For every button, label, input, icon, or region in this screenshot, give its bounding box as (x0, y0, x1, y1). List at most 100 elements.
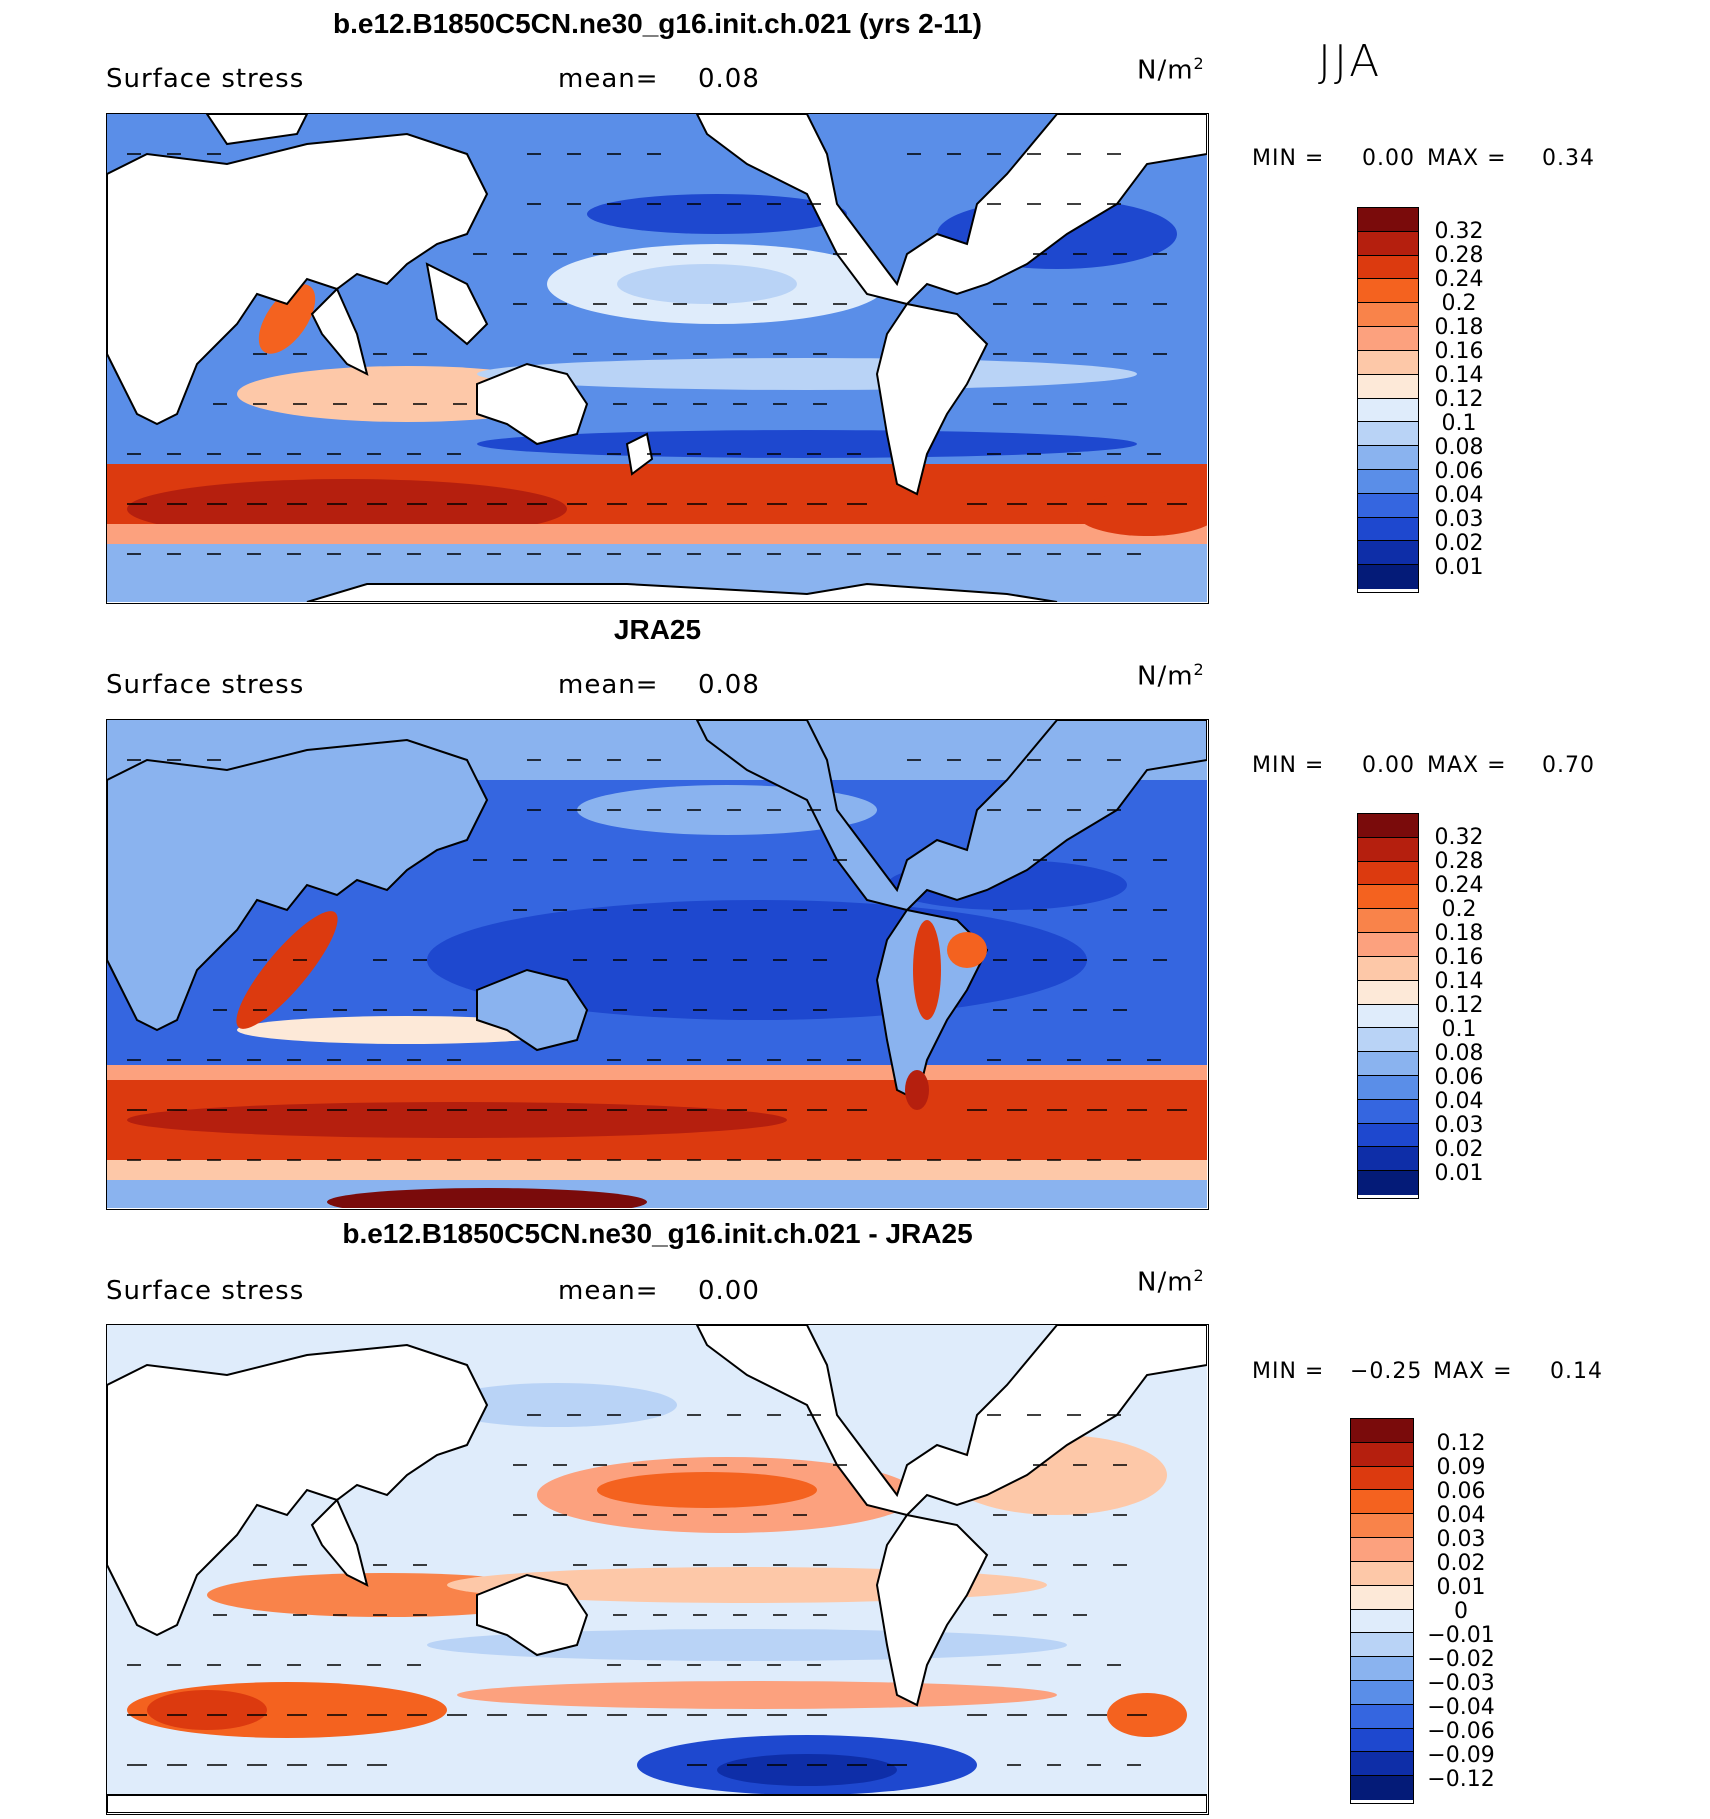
colorbar-swatch (1358, 422, 1418, 447)
colorbar-tick-label: 0.18 (1434, 315, 1484, 340)
colorbar-tick-label: 0.03 (1434, 507, 1484, 532)
panel-3-colorbar-ticks: 0.12 0.09 0.06 0.04 0.03 0.02 0.01 0 −0.01 −0.02−… (1420, 1432, 1502, 1792)
colorbar-swatch (1358, 493, 1418, 518)
colorbar-swatch (1358, 1123, 1418, 1148)
colorbar-swatch (1351, 1514, 1413, 1539)
panel-2-min-label: MIN = (1252, 753, 1325, 778)
colorbar-swatch (1358, 861, 1418, 886)
colorbar-tick-label: 0.1 (1441, 411, 1477, 436)
colorbar-tick-label: 0.2 (1441, 291, 1477, 316)
panel-1-land (107, 114, 1207, 602)
panel-3-stress-vectors (127, 1414, 1147, 1766)
colorbar-swatch (1358, 350, 1418, 375)
colorbar-swatch (1358, 565, 1418, 589)
colorbar-swatch (1351, 1776, 1413, 1800)
colorbar-tick-label: 0.02 (1436, 1551, 1486, 1576)
panel-3-max-value: 0.14 (1550, 1359, 1603, 1384)
colorbar-tick-label: 0.32 (1434, 825, 1484, 850)
panel-3-map (106, 1324, 1209, 1815)
colorbar-swatch (1358, 909, 1418, 934)
panel-2-stress-vectors (127, 759, 1187, 1161)
panel-2-max-value: 0.70 (1542, 753, 1595, 778)
colorbar-swatch (1358, 814, 1418, 838)
colorbar-swatch (1351, 1419, 1413, 1443)
colorbar-swatch (1358, 208, 1418, 232)
colorbar-swatch (1358, 469, 1418, 494)
panel-1-title: b.e12.B1850C5CN.ne30_g16.init.ch.021 (yr… (332, 8, 982, 39)
panel-1-max-value: 0.34 (1542, 146, 1595, 171)
colorbar-tick-label: 0.24 (1434, 873, 1484, 898)
colorbar-swatch (1358, 541, 1418, 566)
colorbar-swatch (1358, 885, 1418, 910)
panel-1-mean-value: 0.08 (698, 64, 760, 94)
colorbar-tick-label: 0.18 (1434, 921, 1484, 946)
panel-1-colorbar (1357, 207, 1419, 593)
colorbar-tick-label: 0.16 (1434, 945, 1484, 970)
panel-3-units: N/m2 (1137, 1266, 1205, 1298)
colorbar-swatch (1351, 1704, 1413, 1729)
colorbar-tick-label: −0.09 (1427, 1743, 1495, 1768)
colorbar-swatch (1351, 1609, 1413, 1634)
colorbar-tick-label: 0.06 (1436, 1479, 1486, 1504)
panel-2-variable: Surface stress (106, 670, 305, 700)
colorbar-swatch (1358, 303, 1418, 328)
colorbar-tick-label: 0.02 (1434, 531, 1484, 556)
colorbar-tick-label: 0.01 (1436, 1575, 1486, 1600)
colorbar-tick-label: −0.12 (1427, 1767, 1495, 1792)
panel-2-colorbar-ticks: 0.32 0.28 0.24 0.2 0.18 0.16 0.14 0.12 0.1 0.08 0.… (1424, 826, 1494, 1186)
colorbar-swatch (1358, 837, 1418, 862)
colorbar-swatch (1351, 1442, 1413, 1467)
panel-2-map (106, 719, 1209, 1210)
colorbar-swatch (1358, 1171, 1418, 1195)
colorbar-swatch (1351, 1752, 1413, 1777)
colorbar-tick-label: 0.03 (1434, 1113, 1484, 1138)
colorbar-tick-label: −0.06 (1427, 1719, 1495, 1744)
panel-3-title: b.e12.B1850C5CN.ne30_g16.init.ch.021 - J… (342, 1218, 973, 1249)
colorbar-swatch (1351, 1538, 1413, 1562)
colorbar-swatch (1351, 1680, 1413, 1705)
colorbar-tick-label: 0.04 (1434, 1089, 1484, 1114)
panel-3-variable: Surface stress (106, 1276, 305, 1306)
panel-2-min-value: 0.00 (1362, 753, 1415, 778)
season-label: JJA (1318, 36, 1383, 87)
colorbar-swatch (1358, 1028, 1418, 1053)
colorbar-tick-label: 0.28 (1434, 243, 1484, 268)
colorbar-swatch (1358, 327, 1418, 351)
colorbar-tick-label: 0.08 (1434, 1041, 1484, 1066)
colorbar-tick-label: 0.12 (1434, 387, 1484, 412)
colorbar-swatch (1358, 279, 1418, 304)
colorbar-swatch (1358, 446, 1418, 470)
colorbar-swatch (1358, 980, 1418, 1005)
colorbar-swatch (1358, 1052, 1418, 1076)
colorbar-tick-label: 0.01 (1434, 1161, 1484, 1186)
colorbar-swatch (1358, 517, 1418, 542)
panel-1-min-label: MIN = (1252, 146, 1325, 171)
panel-1-max-label: MAX = (1427, 146, 1507, 171)
colorbar-tick-label: 0.04 (1434, 483, 1484, 508)
colorbar-tick-label: 0.01 (1434, 555, 1484, 580)
colorbar-tick-label: 0.08 (1434, 435, 1484, 460)
colorbar-tick-label: 0.06 (1434, 1065, 1484, 1090)
colorbar-swatch (1358, 374, 1418, 399)
panel-1-min-value: 0.00 (1362, 146, 1415, 171)
colorbar-swatch (1358, 933, 1418, 957)
colorbar-swatch (1351, 1633, 1413, 1658)
colorbar-tick-label: 0.09 (1436, 1455, 1486, 1480)
panel-3-land (107, 1325, 1207, 1813)
colorbar-swatch (1358, 398, 1418, 423)
panel-2-mean-label: mean= (558, 670, 659, 700)
panel-3-colorbar (1350, 1418, 1414, 1804)
panel-1-units: N/m2 (1137, 54, 1205, 86)
colorbar-tick-label: −0.03 (1427, 1671, 1495, 1696)
colorbar-swatch (1358, 1075, 1418, 1100)
colorbar-tick-label: 0.16 (1434, 339, 1484, 364)
colorbar-tick-label: 0.12 (1436, 1431, 1486, 1456)
colorbar-swatch (1358, 1004, 1418, 1029)
panel-3-max-label: MAX = (1433, 1359, 1513, 1384)
colorbar-swatch (1351, 1585, 1413, 1610)
colorbar-tick-label: 0.2 (1441, 897, 1477, 922)
colorbar-swatch (1358, 255, 1418, 280)
colorbar-tick-label: 0.06 (1434, 459, 1484, 484)
panel-1-colorbar-ticks: 0.32 0.28 0.24 0.2 0.18 0.16 0.14 0.12 0.1 0.08 0.… (1424, 220, 1494, 580)
colorbar-swatch (1351, 1490, 1413, 1515)
